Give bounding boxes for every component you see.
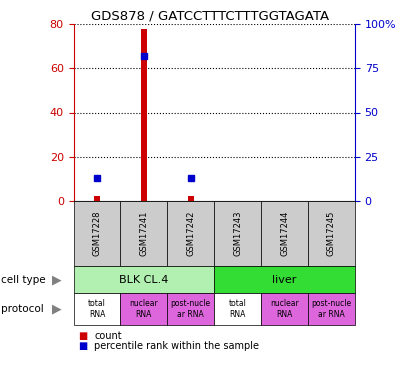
Text: nuclear
RNA: nuclear RNA [270,299,299,319]
Bar [141,29,147,201]
Bar [94,196,100,201]
Text: GSM17243: GSM17243 [233,211,242,256]
Text: cell type: cell type [1,275,45,285]
Text: GSM17244: GSM17244 [280,211,289,256]
Text: nuclear
RNA: nuclear RNA [129,299,158,319]
Text: ▶: ▶ [52,273,61,286]
Text: total
RNA: total RNA [229,299,247,319]
Text: liver: liver [272,275,297,285]
Text: count: count [94,331,122,340]
Text: post-nucle
ar RNA: post-nucle ar RNA [311,299,352,319]
Text: ■: ■ [78,341,87,351]
Text: ■: ■ [78,331,87,340]
Text: BLK CL.4: BLK CL.4 [119,275,168,285]
Text: GSM17228: GSM17228 [92,211,102,256]
Text: GSM17245: GSM17245 [327,211,336,256]
Bar [188,196,194,201]
Text: GSM17242: GSM17242 [186,211,195,256]
Text: protocol: protocol [1,304,44,314]
Text: GDS878 / GATCCTTTCTTTGGTAGATA: GDS878 / GATCCTTTCTTTGGTAGATA [91,9,329,22]
Text: GSM17241: GSM17241 [139,211,148,256]
Text: ▶: ▶ [52,303,61,316]
Text: total
RNA: total RNA [88,299,106,319]
Text: post-nucle
ar RNA: post-nucle ar RNA [171,299,211,319]
Text: percentile rank within the sample: percentile rank within the sample [94,341,260,351]
